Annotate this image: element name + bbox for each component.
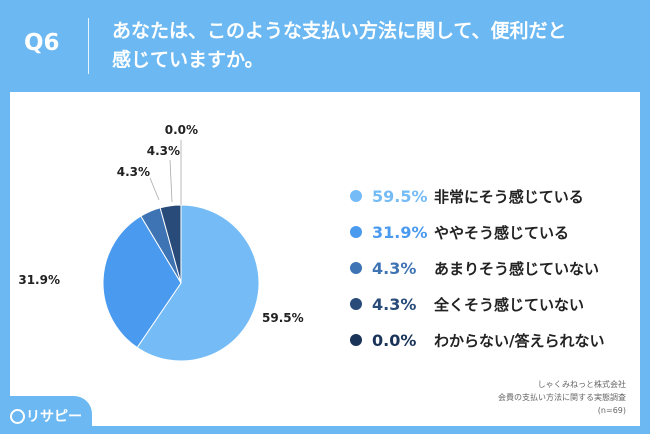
footer-sample-size: (n=69) xyxy=(597,406,626,415)
legend-value: 4.3% xyxy=(372,258,417,278)
legend-label: 全くそう感じていない xyxy=(434,295,585,314)
legend-label: わからない/答えられない xyxy=(434,331,605,350)
legend-item: 59.5% 非常にそう感じている xyxy=(350,178,604,214)
slice-data-label: 0.0% xyxy=(165,123,198,137)
title-line-2: 感じていますか。 xyxy=(112,49,264,71)
legend-swatch xyxy=(350,334,362,346)
leader-line xyxy=(169,159,173,203)
legend-item: 4.3% あまりそう感じていない xyxy=(350,250,604,286)
footer-company: しゃくみねっと株式会社 xyxy=(537,380,626,389)
slice-data-label: 4.3% xyxy=(147,144,180,158)
legend-value: 0.0% xyxy=(372,330,417,350)
legend-value: 59.5% xyxy=(372,186,428,206)
legend-swatch xyxy=(350,226,362,238)
header-divider xyxy=(88,18,89,74)
footer-source: しゃくみねっと株式会社 会費の支払い方法に関する実態調査 (n=69) xyxy=(498,378,626,417)
slice-data-label: 31.9% xyxy=(18,273,60,287)
legend-label: ややそう感じている xyxy=(434,223,570,242)
header: Q6 あなたは、このような支払い方法に関して、便利だと 感じていますか。 xyxy=(0,0,650,92)
legend-value: 31.9% xyxy=(372,222,428,242)
legend-item: 31.9% ややそう感じている xyxy=(350,214,604,250)
legend-swatch xyxy=(350,190,362,202)
pie-slice xyxy=(136,204,260,362)
question-number: Q6 xyxy=(24,30,60,56)
legend-item: 4.3% 全くそう感じていない xyxy=(350,286,604,322)
brand-logo: リサピー xyxy=(0,396,92,434)
slice-data-label: 4.3% xyxy=(117,165,150,179)
legend-value: 4.3% xyxy=(372,294,417,314)
legend-swatch xyxy=(350,262,362,274)
legend-label: あまりそう感じていない xyxy=(434,259,600,278)
footer-survey: 会費の支払い方法に関する実態調査 xyxy=(498,393,626,402)
legend: 59.5% 非常にそう感じている 31.9% ややそう感じている 4.3% あまりそう感じ… xyxy=(350,178,604,358)
pie-slice xyxy=(102,215,182,349)
legend-label: 非常にそう感じている xyxy=(434,187,584,206)
brand-mark-icon xyxy=(10,409,25,424)
title-line-1: あなたは、このような支払い方法に関して、便利だと xyxy=(112,20,567,42)
leader-line xyxy=(149,177,160,201)
slice-data-label: 59.5% xyxy=(262,311,304,325)
legend-swatch xyxy=(350,298,362,310)
legend-item: 0.0% わからない/答えられない xyxy=(350,322,604,358)
page-title: あなたは、このような支払い方法に関して、便利だと 感じていますか。 xyxy=(112,17,632,75)
brand-name: リサピー xyxy=(26,409,82,425)
